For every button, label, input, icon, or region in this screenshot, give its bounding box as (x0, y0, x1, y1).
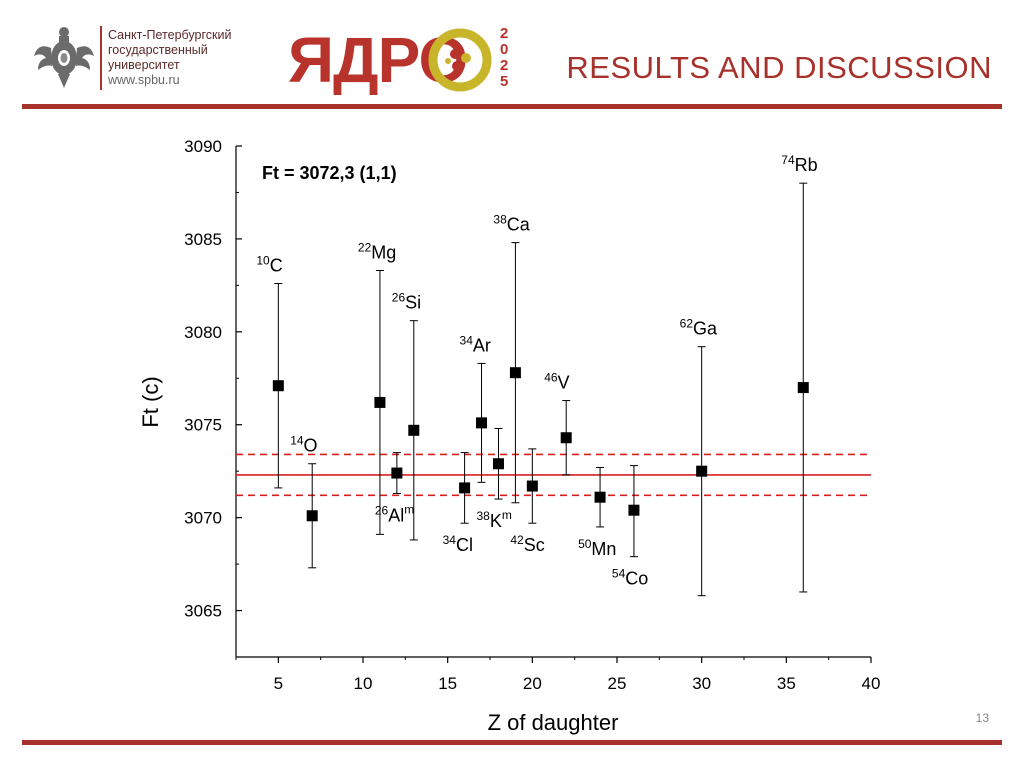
data-point-26Si (408, 320, 420, 541)
header-rule (22, 104, 1002, 109)
point-label: 38Km (476, 508, 511, 531)
data-point-34Ar (476, 362, 488, 483)
conference-logo: ЯДРО 2025 (288, 24, 528, 96)
data-point-50Mn (594, 466, 606, 528)
data-marker (492, 458, 504, 470)
conference-logo-text: ЯДРО (288, 24, 468, 96)
point-label: 46V (544, 371, 569, 393)
data-point-38Ca (509, 242, 521, 504)
data-marker (306, 510, 318, 522)
university-line-2: государственный (108, 43, 208, 57)
point-label: 50Mn (578, 537, 616, 559)
spbu-emblem-icon (34, 27, 94, 88)
data-marker (459, 482, 471, 494)
x-tick-label: 15 (438, 674, 457, 693)
point-label: 34Ar (460, 333, 491, 355)
axis-ticks: 3065 3070 3075 3080 3085 3090 5 10 15 20 25 30 35 40 (184, 137, 880, 693)
point-label: 62Ga (680, 317, 718, 339)
data-marker (594, 491, 606, 503)
x-tick-label: 40 (862, 674, 881, 693)
data-point-42Sc (526, 448, 538, 524)
y-tick-label: 3065 (184, 602, 222, 621)
point-label: 26Si (392, 291, 421, 313)
data-marker (797, 382, 809, 394)
fit-band (236, 453, 871, 497)
data-marker (560, 432, 572, 444)
conference-year: 2025 (500, 25, 509, 90)
footer-rule (22, 740, 1002, 745)
data-point-46V (560, 400, 572, 476)
data-marker (509, 367, 521, 379)
point-label: 74Rb (781, 153, 817, 175)
data-point-62Ga (696, 346, 708, 597)
slide-header: Санкт-Петербургский государственный унив… (0, 0, 1024, 110)
point-label: 54Co (612, 567, 648, 589)
data-marker (391, 467, 403, 479)
data-marker (408, 424, 420, 436)
data-points (272, 182, 809, 597)
point-label: 38Ca (493, 213, 530, 235)
x-tick-label: 30 (692, 674, 711, 693)
point-label: 22Mg (358, 240, 396, 262)
y-tick-label: 3080 (184, 323, 222, 342)
atom-icon (428, 28, 492, 92)
data-point-54Co (628, 465, 640, 558)
point-label: 34Cl (443, 533, 473, 555)
university-line-1: Санкт-Петербургский (108, 28, 232, 42)
y-tick-label: 3090 (184, 137, 222, 156)
data-point-14O (306, 463, 318, 569)
x-tick-label: 20 (523, 674, 542, 693)
point-label: 14O (290, 434, 317, 456)
x-axis-label: Z of daughter (488, 710, 619, 735)
spbu-divider (100, 26, 102, 90)
university-line-3: университет (108, 58, 180, 72)
data-marker (476, 417, 488, 429)
point-label: 26Alm (375, 502, 414, 525)
x-tick-label: 25 (608, 674, 627, 693)
data-point-74Rb (797, 182, 809, 593)
x-tick-label: 35 (777, 674, 796, 693)
university-name: Санкт-Петербургский государственный унив… (108, 28, 231, 88)
y-tick-label: 3075 (184, 416, 222, 435)
data-marker (374, 396, 386, 408)
point-label: 10C (256, 254, 282, 276)
data-marker (272, 380, 284, 392)
x-tick-label: 10 (354, 674, 373, 693)
data-point-34Cl (459, 452, 471, 524)
slide-title: RESULTS AND DISCUSSION (566, 50, 992, 85)
point-label: 42Sc (510, 533, 544, 555)
data-marker (526, 480, 538, 492)
y-tick-label: 3085 (184, 230, 222, 249)
data-marker (696, 465, 708, 477)
x-tick-label: 5 (274, 674, 283, 693)
data-point-26Alm (391, 452, 403, 494)
point-labels: 10C 14O 22Mg 26Alm 26Si 34Cl 34Ar 38Km 38Ca 42Sc 4… (256, 153, 817, 588)
page-number: 13 (975, 711, 989, 725)
y-axis-label: Ft (c) (138, 376, 163, 427)
y-tick-label: 3070 (184, 509, 222, 528)
data-point-10C (272, 283, 284, 489)
chart-annotation: Ft = 3072,3 (1,1) (262, 163, 397, 183)
data-point-38Km (492, 427, 504, 500)
data-point-22Mg (374, 269, 386, 535)
university-url: www.spbu.ru (108, 73, 180, 87)
data-marker (628, 504, 640, 516)
